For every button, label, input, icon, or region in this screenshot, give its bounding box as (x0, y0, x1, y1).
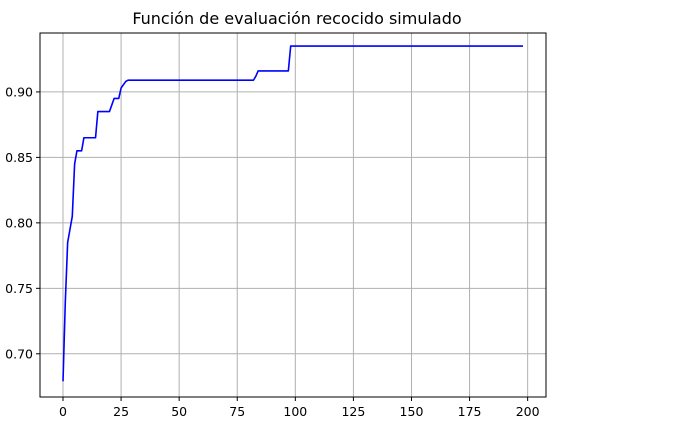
x-tick-label: 0 (59, 404, 67, 419)
series-layer (62, 45, 524, 382)
y-tick-label: 0.70 (5, 346, 33, 361)
series-line (62, 45, 523, 382)
x-tick-label: 100 (283, 404, 307, 419)
chart-title: Función de evaluación recocido simulado (132, 9, 461, 28)
plot-frame (39, 32, 547, 398)
x-tick-label: 50 (171, 404, 187, 419)
x-tick-label: 125 (341, 404, 365, 419)
y-tick-label: 0.85 (5, 150, 33, 165)
x-tick-label: 25 (113, 404, 129, 419)
grid-layer (40, 33, 546, 397)
x-tick-label: 150 (400, 404, 424, 419)
x-tick-label: 75 (229, 404, 245, 419)
y-tick-label: 0.80 (5, 215, 33, 230)
y-tick-label: 0.90 (5, 84, 33, 99)
y-tick-label: 0.75 (5, 281, 33, 296)
tick-layer (36, 91, 529, 401)
x-tick-label: 175 (458, 404, 482, 419)
x-tick-label: 200 (516, 404, 540, 419)
label-layer: 0 25 50 75 100 125 150 175 200 0.70 0.75 0.80 0.85 0.… (5, 84, 539, 419)
